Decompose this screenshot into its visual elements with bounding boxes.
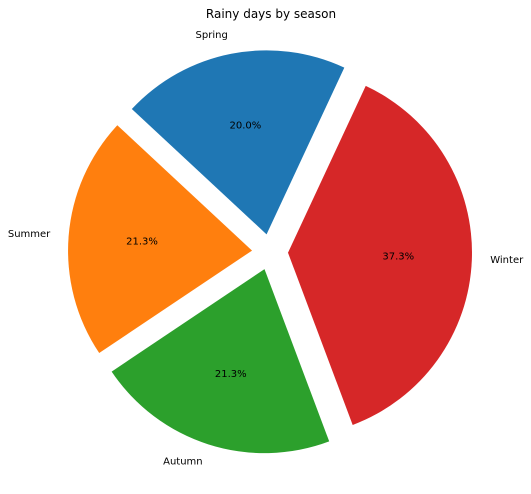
chart-title: Rainy days by season: [206, 7, 336, 21]
category-label-summer: Summer: [8, 229, 51, 240]
category-label-autumn: Autumn: [163, 456, 203, 467]
category-label-winter: Winter: [490, 255, 524, 266]
pie-slice-winter: [287, 85, 472, 425]
percent-label-autumn: 21.3%: [215, 369, 247, 380]
pie-labels: 20.0% Spring 21.3% Summer 21.3% Autumn 37.3% Wi…: [8, 30, 524, 467]
category-label-spring: Spring: [196, 30, 228, 41]
percent-label-winter: 37.3%: [382, 251, 414, 262]
pie-slice-spring: [131, 50, 345, 235]
percent-label-summer: 21.3%: [126, 236, 158, 247]
percent-label-spring: 20.0%: [230, 120, 262, 131]
pie-slice-summer: [68, 125, 253, 354]
pie-slices: [68, 50, 472, 454]
pie-slice-autumn: [111, 269, 330, 454]
